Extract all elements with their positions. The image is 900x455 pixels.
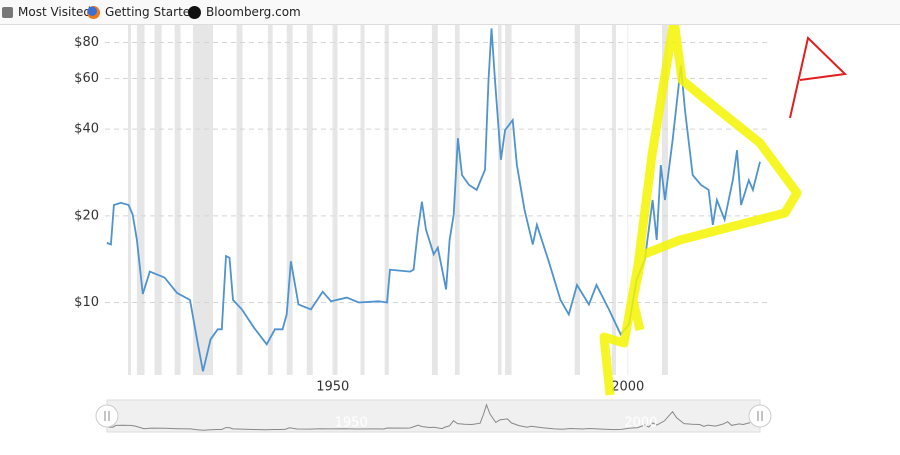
y-tick-label: $10 <box>74 295 99 310</box>
shaded-period <box>611 25 616 375</box>
y-tick-label: $60 <box>74 71 99 86</box>
shaded-period <box>384 25 389 375</box>
shaded-period <box>192 25 213 375</box>
shaded-period <box>128 25 131 375</box>
shaded-period <box>174 25 181 375</box>
yellow-annotation <box>599 25 802 396</box>
gear-icon <box>2 6 13 18</box>
bookmark-label: Bloomberg.com <box>206 5 301 19</box>
shaded-period <box>236 25 243 375</box>
y-tick-label: $80 <box>74 35 99 50</box>
red-annotation <box>789 36 848 119</box>
shaded-period <box>431 25 438 375</box>
bookmark-label: Getting Started <box>105 5 198 19</box>
shaded-period <box>360 25 365 375</box>
navigator-handle <box>95 404 119 428</box>
shaded-period <box>136 25 145 375</box>
bloomberg-icon <box>188 5 201 19</box>
shaded-period <box>454 25 460 375</box>
shaded-period <box>497 25 502 375</box>
shaded-period <box>306 25 313 375</box>
shaded-period <box>267 25 273 375</box>
y-tick-label: $40 <box>74 122 99 137</box>
y-tick-label: $20 <box>74 208 99 223</box>
firefox-icon <box>87 5 100 19</box>
x-tick-label: 2000 <box>611 380 644 395</box>
navigator-line <box>108 403 751 431</box>
shaded-period <box>505 25 512 375</box>
bookmark-label: Most Visited <box>18 5 92 19</box>
handle-grip <box>757 411 763 421</box>
shaded-period <box>154 25 162 375</box>
handle-grip <box>104 411 110 421</box>
bookmark[interactable]: Bloomberg.com <box>188 5 301 19</box>
shaded-period <box>286 25 293 375</box>
shaded-period <box>574 25 580 375</box>
navigator-label: 1950 <box>335 416 368 431</box>
x-tick-label: 1950 <box>316 380 349 395</box>
shaded-period <box>332 25 338 375</box>
chart: $10 $20 $40 $60 $80 1950 2000 1950 2000 <box>74 25 848 433</box>
bookmarks-bar: Most Visited Getting Started Bloomberg.c… <box>0 0 900 25</box>
navigator-label: 2000 <box>624 416 657 431</box>
navigator-handle <box>748 404 772 428</box>
navigator <box>106 399 761 433</box>
series-line <box>106 28 761 372</box>
bookmark[interactable]: Getting Started <box>87 5 198 19</box>
bookmark[interactable]: Most Visited <box>2 5 91 19</box>
